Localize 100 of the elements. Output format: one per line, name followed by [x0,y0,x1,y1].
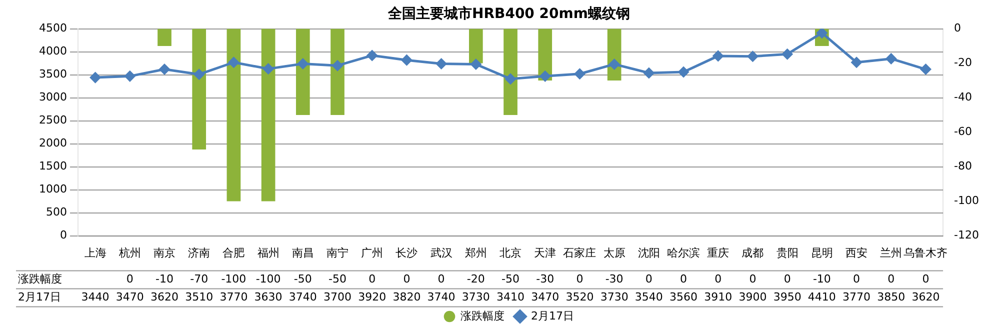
data-label: 3470 [116,290,144,304]
point [851,57,862,68]
data-label: 3740 [427,290,456,304]
y2-tick-label: -20 [954,56,972,70]
y-tick-label: 4000 [38,44,67,58]
x-tick-label: 贵阳 [776,246,798,260]
point [263,64,274,74]
data-label: -30 [536,272,554,286]
data-label: 3540 [634,290,663,304]
y2-tick-label: -120 [954,228,980,242]
point [366,50,378,61]
x-tick-label: 合肥 [222,246,245,260]
data-label: 0 [645,272,652,286]
data-label: -70 [190,272,208,286]
data-label: -20 [466,272,485,286]
point [505,74,516,84]
data-label: 0 [714,272,722,286]
y-tick-label: 2500 [38,114,67,127]
y2-tick-label: -100 [954,194,980,208]
x-tick-label: 长沙 [396,246,418,260]
legend-label: 2月17日 [531,309,574,322]
y-tick-label: 500 [46,206,67,219]
y-tick-label: 3000 [38,90,67,104]
x-tick-label: 郑州 [464,246,487,260]
data-label: -10 [812,272,831,286]
point [90,72,101,83]
point [228,57,239,68]
data-label: 3770 [220,290,248,304]
point [747,51,758,62]
data-label: -10 [156,272,174,286]
y-tick-label: 1000 [38,182,67,196]
data-label: 3510 [185,290,214,304]
data-label: -100 [256,272,281,286]
point [401,54,412,66]
data-label: 0 [749,272,756,286]
data-label: 0 [368,272,376,286]
point [678,66,689,78]
point [886,53,896,64]
data-label: 3620 [150,290,178,304]
data-label: 3950 [773,290,802,304]
data-label: 3730 [600,290,628,304]
x-tick-label: 兰州 [880,246,902,260]
data-label: 3820 [392,290,421,304]
x-tick-label: 广州 [361,246,384,260]
y2-tick-label: -80 [954,160,972,173]
x-tick-label: 重庆 [707,246,730,260]
text: 涨跌幅度 [18,272,62,286]
data-label: 3630 [254,290,282,304]
x-tick-label: 杭州 [118,246,141,260]
x-tick-label: 南京 [154,246,176,260]
data-label: 0 [576,272,584,286]
y-tick-label: 1500 [38,160,67,173]
data-label: 0 [403,272,410,286]
data-label: 3470 [531,290,560,304]
data-label: -30 [605,272,624,286]
x-tick-label: 武汉 [430,246,452,260]
point [159,64,170,75]
data-label: 3900 [738,290,767,304]
x-tick-label: 福州 [257,246,280,260]
data-label: 3410 [496,290,525,304]
data-label: 3920 [358,290,386,304]
y-tick-label: 0 [60,228,67,242]
point [470,58,482,70]
x-tick-label: 天津 [534,246,556,260]
data-label: 4410 [808,290,836,304]
x-tick-label: 南宁 [326,246,349,260]
text: 2月17日 [18,290,61,304]
point [712,50,724,62]
data-label: -100 [221,272,246,286]
point [436,58,447,70]
x-tick-label: 昆明 [810,246,833,260]
data-label: -50 [502,272,520,286]
x-tick-label: 乌鲁木齐 [904,246,948,260]
point [332,60,343,71]
x-tick-label: 南昌 [292,246,314,260]
point [782,48,793,60]
data-label: 3740 [288,290,317,304]
data-label: 3910 [704,290,732,304]
point [124,70,136,82]
point [574,68,585,80]
x-tick-label: 济南 [188,246,210,260]
data-label: 0 [680,272,688,286]
data-label: 0 [922,272,930,286]
data-label: 0 [126,272,134,286]
y2-tick-label: 0 [954,22,962,35]
data-label: -50 [294,272,312,286]
y-tick-label: 4500 [38,22,67,35]
x-tick-label: 哈尔滨 [667,246,700,260]
y2-tick-label: -40 [954,90,972,104]
legend-label: 涨跌幅度 [460,309,504,322]
data-label: 3730 [462,290,490,304]
data-label: -50 [328,272,346,286]
data-label: 0 [853,272,860,286]
data-label: 3560 [670,290,698,304]
data-label: 3620 [912,290,940,304]
data-label: 0 [784,272,791,286]
data-label: 0 [888,272,895,286]
x-tick-label: 沈阳 [638,246,660,260]
chart-title: 全国主要城市HRB400 20mm螺纹钢 [387,5,630,22]
data-label: 3850 [877,290,906,304]
